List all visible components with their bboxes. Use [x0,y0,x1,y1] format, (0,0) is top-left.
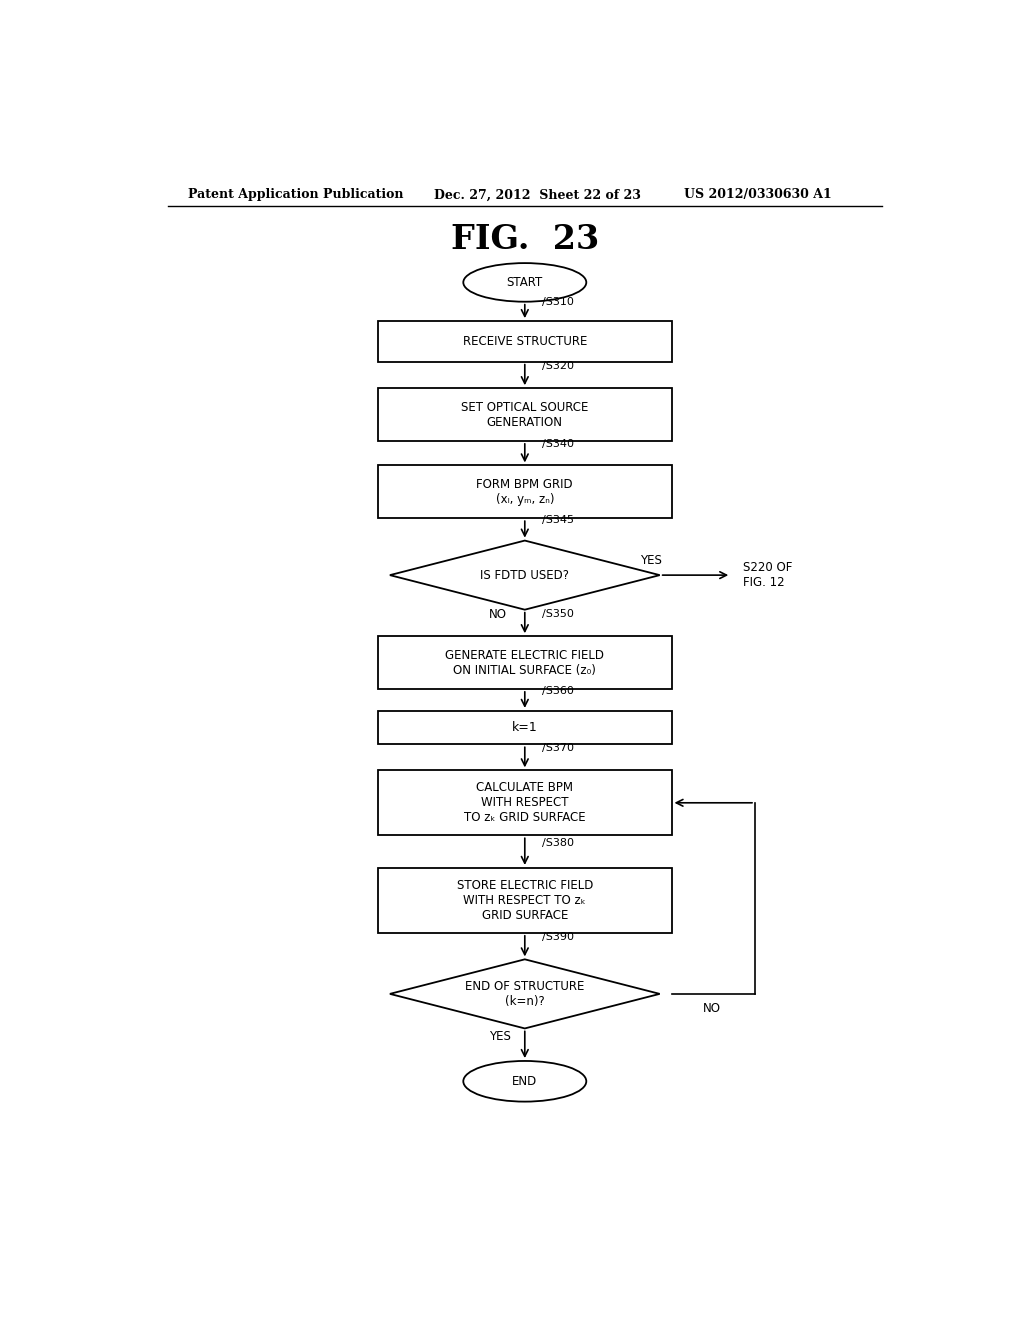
Text: /S350: /S350 [543,609,574,619]
Polygon shape [390,960,659,1028]
Bar [378,771,672,836]
Text: NO: NO [489,609,507,622]
Text: START: START [507,276,543,289]
Text: IS FDTD USED?: IS FDTD USED? [480,569,569,582]
Ellipse shape [463,1061,587,1102]
Bar [378,388,672,441]
Polygon shape [390,541,659,610]
Text: /S345: /S345 [543,515,574,525]
Text: /S380: /S380 [543,837,574,847]
Bar [378,636,672,689]
Ellipse shape [463,263,587,302]
Bar [378,321,672,362]
Text: YES: YES [489,1030,511,1043]
Text: Dec. 27, 2012  Sheet 22 of 23: Dec. 27, 2012 Sheet 22 of 23 [433,189,640,202]
Bar [378,710,672,744]
Text: SET OPTICAL SOURCE
GENERATION: SET OPTICAL SOURCE GENERATION [461,400,589,429]
Text: S220 OF
FIG. 12: S220 OF FIG. 12 [743,561,793,589]
Text: /S370: /S370 [543,743,574,754]
Text: k=1: k=1 [512,721,538,734]
Text: /S340: /S340 [543,440,574,449]
Text: FORM BPM GRID
(xₗ, yₘ, zₙ): FORM BPM GRID (xₗ, yₘ, zₙ) [476,478,573,506]
Text: END: END [512,1074,538,1088]
Text: /S320: /S320 [543,360,574,371]
Bar [378,466,672,519]
Bar [378,867,672,933]
Text: END OF STRUCTURE
(k=n)?: END OF STRUCTURE (k=n)? [465,979,585,1008]
Text: /S310: /S310 [543,297,574,308]
Text: RECEIVE STRUCTURE: RECEIVE STRUCTURE [463,335,587,348]
Text: /S390: /S390 [543,932,574,942]
Text: /S360: /S360 [543,686,574,696]
Text: NO: NO [702,1002,721,1015]
Text: FIG.  23: FIG. 23 [451,223,599,256]
Text: CALCULATE BPM
WITH RESPECT
TO zₖ GRID SURFACE: CALCULATE BPM WITH RESPECT TO zₖ GRID SU… [464,781,586,824]
Text: YES: YES [640,554,662,568]
Text: US 2012/0330630 A1: US 2012/0330630 A1 [684,189,831,202]
Text: GENERATE ELECTRIC FIELD
ON INITIAL SURFACE (z₀): GENERATE ELECTRIC FIELD ON INITIAL SURFA… [445,648,604,677]
Text: STORE ELECTRIC FIELD
WITH RESPECT TO zₖ
GRID SURFACE: STORE ELECTRIC FIELD WITH RESPECT TO zₖ … [457,879,593,921]
Text: Patent Application Publication: Patent Application Publication [187,189,403,202]
